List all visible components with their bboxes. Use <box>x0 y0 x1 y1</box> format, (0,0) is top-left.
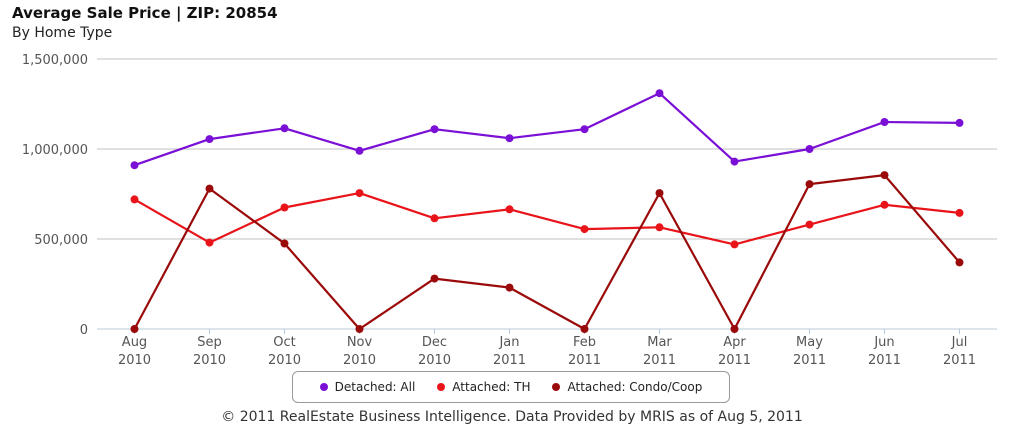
legend-item[interactable]: Attached: TH <box>437 380 530 394</box>
series-line <box>133 192 960 246</box>
data-point[interactable] <box>430 214 439 223</box>
series-lines <box>130 89 964 333</box>
series-group <box>130 189 964 249</box>
x-tick-label-month: Oct <box>273 335 295 350</box>
series-line <box>133 174 961 331</box>
data-point[interactable] <box>805 220 814 229</box>
legend: Detached: All Attached: TH Attached: Condo… <box>292 371 730 403</box>
x-tick-label-year: 2011 <box>568 353 601 368</box>
copyright-footer: © 2011 RealEstate Business Intelligence.… <box>221 409 803 425</box>
x-tick-label-month: Jan <box>498 335 519 350</box>
data-point[interactable] <box>805 145 814 153</box>
data-point[interactable] <box>355 325 364 333</box>
y-tick-label: 500,000 <box>34 233 88 248</box>
legend-label: Detached: All <box>334 380 416 394</box>
data-point[interactable] <box>955 208 964 217</box>
data-point[interactable] <box>355 189 364 198</box>
x-tick-label-year: 2011 <box>868 353 901 368</box>
y-tick-label: 1,500,000 <box>22 53 88 68</box>
y-tick-label: 0 <box>80 323 88 338</box>
x-tick-label-month: Sep <box>197 335 222 350</box>
x-tick-label-month: Mar <box>647 335 672 350</box>
x-tick-label-year: 2010 <box>118 353 151 368</box>
data-point[interactable] <box>205 135 214 144</box>
chart-subtitle: By Home Type <box>12 25 113 41</box>
data-point[interactable] <box>730 157 739 166</box>
x-tick-label-month: Aug <box>122 335 147 350</box>
data-point[interactable] <box>130 161 139 170</box>
data-point[interactable] <box>955 258 964 267</box>
grid-lines <box>97 58 997 330</box>
x-tick-label-year: 2011 <box>718 353 751 368</box>
data-point[interactable] <box>580 225 589 234</box>
x-tick-label-year: 2011 <box>643 353 676 368</box>
x-tick-label-month: Jul <box>951 335 968 350</box>
data-point[interactable] <box>805 180 814 189</box>
x-tick-label-year: 2010 <box>268 353 301 368</box>
legend-marker-icon <box>437 383 446 391</box>
data-point[interactable] <box>655 89 664 98</box>
x-tick-label-year: 2010 <box>343 353 376 368</box>
legend-item[interactable]: Attached: Condo/Coop <box>552 380 702 394</box>
x-tick-label-month: Dec <box>422 335 447 350</box>
x-tick-label-year: 2010 <box>193 353 226 368</box>
x-tick-label-month: Nov <box>347 335 373 350</box>
data-point[interactable] <box>355 146 364 155</box>
data-point[interactable] <box>280 239 289 248</box>
data-point[interactable] <box>280 124 289 133</box>
data-point[interactable] <box>130 325 139 333</box>
x-tick-label-month: Jun <box>873 335 894 350</box>
x-axis-ticks: Aug 2010 Sep 2010 Oct 2010 Nov 2010 Dec 2010 Jan 20… <box>118 329 976 368</box>
series-group <box>130 171 964 333</box>
data-point[interactable] <box>955 118 964 127</box>
legend-label: Attached: TH <box>452 380 531 394</box>
data-point[interactable] <box>580 125 589 134</box>
x-tick-label-year: 2011 <box>793 353 826 368</box>
y-tick-label: 1,000,000 <box>22 143 88 158</box>
series-group <box>130 89 964 170</box>
data-point[interactable] <box>205 238 214 247</box>
data-point[interactable] <box>655 189 664 198</box>
legend-marker-icon <box>319 383 328 391</box>
legend-item[interactable]: Detached: All <box>319 380 416 394</box>
data-point[interactable] <box>880 200 889 209</box>
data-point[interactable] <box>730 240 739 249</box>
data-point[interactable] <box>655 223 664 232</box>
data-point[interactable] <box>505 205 514 214</box>
data-point[interactable] <box>280 203 289 212</box>
data-point[interactable] <box>580 325 589 333</box>
line-chart: 0 500,000 1,000,000 1,500,000 Aug 2010 Sep 201… <box>22 53 997 368</box>
data-point[interactable] <box>880 118 889 126</box>
data-point[interactable] <box>880 171 889 180</box>
x-tick-label-year: 2011 <box>943 353 976 368</box>
x-tick-label-year: 2011 <box>493 353 526 368</box>
data-point[interactable] <box>130 195 139 204</box>
series-line <box>134 92 960 167</box>
x-tick-label-month: May <box>796 335 823 350</box>
chart-title: Average Sale Price | ZIP: 20854 <box>12 4 278 22</box>
y-axis-ticks: 0 500,000 1,000,000 1,500,000 <box>22 53 88 338</box>
x-tick-label-year: 2010 <box>418 353 451 368</box>
data-point[interactable] <box>505 134 514 143</box>
data-point[interactable] <box>205 184 214 193</box>
data-point[interactable] <box>505 283 514 292</box>
x-tick-label-month: Apr <box>723 335 746 350</box>
data-point[interactable] <box>430 125 439 134</box>
data-point[interactable] <box>730 325 739 333</box>
legend-label: Attached: Condo/Coop <box>567 380 703 394</box>
x-tick-label-month: Feb <box>573 335 596 350</box>
legend-marker-icon <box>552 383 561 391</box>
data-point[interactable] <box>430 274 439 283</box>
